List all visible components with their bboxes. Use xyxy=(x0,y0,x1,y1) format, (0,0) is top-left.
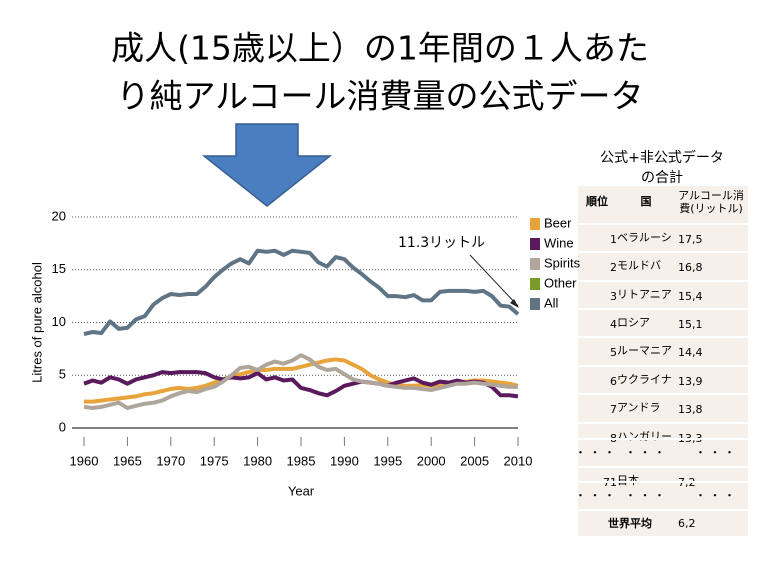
table-cell: 13,9 xyxy=(678,375,703,388)
table-caption: の合計 xyxy=(641,170,683,186)
slide-title: り純アルコール消費量の公式データ xyxy=(116,77,643,116)
table-rank: 5 xyxy=(610,346,617,359)
table-cell: 16,8 xyxy=(678,261,703,274)
table-header: アルコール消 xyxy=(678,188,744,202)
table-rank: 3 xyxy=(610,290,617,303)
y-tick-label: 10 xyxy=(52,314,66,329)
table-cell: 13,8 xyxy=(678,403,703,416)
table-cell: ベラルーシ xyxy=(617,231,672,244)
legend-swatch xyxy=(530,218,540,230)
y-tick-label: 20 xyxy=(52,208,66,223)
series-line xyxy=(83,248,520,337)
table-cell: リトアニア xyxy=(617,288,672,301)
table-rank: 7 xyxy=(610,403,617,416)
table-rank: 2 xyxy=(610,261,617,274)
table-cell: アンドラ xyxy=(617,401,661,414)
y-tick-label: 0 xyxy=(59,419,66,434)
y-tick-label: 15 xyxy=(52,261,66,276)
table-cell: 世界平均 xyxy=(608,516,652,530)
table-cell: ・ ・ ・ xyxy=(625,446,665,459)
table-cell: 14,4 xyxy=(678,346,703,359)
x-tick-label: 1990 xyxy=(330,453,359,468)
x-tick-label: 1985 xyxy=(287,453,316,468)
annotation: 11.3リットル xyxy=(398,235,485,251)
x-tick-label: 1960 xyxy=(70,453,99,468)
series-line xyxy=(83,370,519,399)
slide-title: 成人(15歳以上）の1年間の１人あた xyxy=(111,29,649,68)
x-tick-label: 1970 xyxy=(156,453,185,468)
table-cell: ・ ・ ・ xyxy=(575,446,615,459)
table-cell: 15,1 xyxy=(678,318,703,331)
table-cell: 17,5 xyxy=(678,233,703,246)
legend-label: Wine xyxy=(544,235,574,250)
y-tick-label: 5 xyxy=(59,367,66,382)
table-rank: 6 xyxy=(610,375,617,388)
x-tick-label: 2000 xyxy=(417,453,446,468)
series-line xyxy=(83,353,518,410)
table-rank: 4 xyxy=(610,318,617,331)
table-cell: ・ ・ ・ xyxy=(575,489,615,502)
table-caption: 公式+非公式データ xyxy=(600,149,724,166)
table-cell: ルーマニア xyxy=(617,344,672,357)
table-cell: 6,2 xyxy=(678,517,696,530)
table-header: 費(リットル) xyxy=(679,201,743,215)
legend-label: Other xyxy=(544,275,577,290)
table-cell: 日本 xyxy=(617,473,639,487)
legend-label: Spirits xyxy=(544,255,581,270)
table-cell: ・ ・ ・ xyxy=(695,446,735,459)
x-tick-label: 1980 xyxy=(243,453,272,468)
y-axis-label: Litres of pure alcohol xyxy=(29,262,44,383)
table-header: 国 xyxy=(641,195,652,208)
table-bg xyxy=(578,186,748,536)
legend-swatch xyxy=(530,258,540,270)
legend-swatch xyxy=(530,238,540,250)
legend-label: Beer xyxy=(544,215,572,230)
x-tick-label: 1965 xyxy=(113,453,142,468)
x-axis-label: Year xyxy=(288,483,315,498)
legend-swatch xyxy=(530,278,540,290)
x-tick-label: 2005 xyxy=(460,453,489,468)
x-tick-label: 2010 xyxy=(504,453,533,468)
annotation-arrow xyxy=(469,254,519,307)
annotation-arrowhead xyxy=(510,299,519,308)
table-cell: モルドバ xyxy=(617,259,661,272)
down-arrow xyxy=(201,123,333,207)
table-cell: ・ ・ ・ xyxy=(625,489,665,502)
legend-swatch xyxy=(530,298,540,310)
x-tick-label: 1975 xyxy=(200,453,229,468)
table-rank: 1 xyxy=(610,233,617,246)
table-header: 順位 xyxy=(586,194,608,208)
table-cell: ハンガリー xyxy=(617,430,672,443)
table-cell: ・ ・ ・ xyxy=(695,489,735,502)
table-cell: 15,4 xyxy=(678,290,703,303)
legend-label: All xyxy=(544,295,559,310)
x-tick-label: 1995 xyxy=(373,453,402,468)
table-cell: ロシア xyxy=(617,316,650,329)
table-cell: ウクライナ xyxy=(617,373,672,386)
